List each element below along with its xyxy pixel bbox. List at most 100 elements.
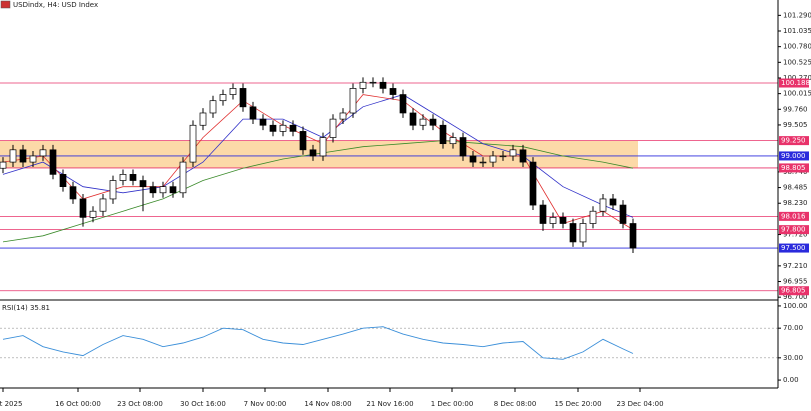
y-tick-label: 0.00 bbox=[783, 376, 799, 384]
rsi-line bbox=[2, 326, 634, 360]
level-badge bbox=[779, 151, 809, 161]
y-tick-label: 97.720 bbox=[783, 231, 808, 239]
candle-body bbox=[189, 124, 197, 163]
y-tick-label: 30.00 bbox=[783, 354, 803, 362]
symbol-header: USDindx, H4: USD Index bbox=[13, 1, 98, 9]
candle-body bbox=[539, 204, 547, 224]
candle-body bbox=[519, 149, 527, 163]
candle-body bbox=[569, 223, 577, 243]
candle-body bbox=[159, 186, 167, 194]
candle-body bbox=[179, 161, 187, 194]
candle-body bbox=[349, 88, 357, 114]
level-label: 96.805 bbox=[781, 287, 806, 295]
candle-body bbox=[49, 149, 57, 175]
y-tick-label: 98.485 bbox=[783, 184, 808, 192]
candle-body bbox=[29, 155, 37, 163]
x-tick-label: 23 Oct 08:00 bbox=[117, 400, 163, 408]
candle-body bbox=[469, 155, 477, 163]
candle-body bbox=[629, 223, 637, 249]
level-label: 100.188 bbox=[781, 79, 810, 87]
level-badge bbox=[779, 163, 809, 173]
candle-body bbox=[449, 137, 457, 145]
candle-body bbox=[319, 137, 327, 157]
candle-body bbox=[9, 149, 17, 163]
candle-body bbox=[19, 149, 27, 163]
candle-body bbox=[489, 155, 497, 163]
x-tick-label: 1 Dec 00:00 bbox=[431, 400, 474, 408]
level-badge bbox=[779, 78, 809, 88]
candle-body bbox=[409, 112, 417, 126]
candle-body bbox=[329, 118, 337, 138]
x-tick-label: 23 Dec 04:00 bbox=[616, 400, 663, 408]
y-tick-label: 98.230 bbox=[783, 199, 808, 207]
y-tick-label: 100.525 bbox=[783, 58, 811, 66]
level-label: 97.800 bbox=[781, 226, 806, 234]
candle-body bbox=[609, 198, 617, 206]
x-tick-label: 16 Oct 00:00 bbox=[55, 400, 101, 408]
candle-body bbox=[419, 118, 427, 126]
x-tick-label: 7 Nov 00:00 bbox=[244, 400, 287, 408]
level-badge bbox=[779, 243, 809, 253]
x-tick-label: 15 Dec 20:00 bbox=[554, 400, 601, 408]
candle-body bbox=[249, 106, 257, 120]
candle-body bbox=[299, 131, 307, 151]
level-label: 99.250 bbox=[781, 137, 806, 145]
level-badge bbox=[779, 286, 809, 296]
candle-body bbox=[309, 149, 317, 157]
candle-body bbox=[209, 100, 217, 114]
candle-body bbox=[59, 174, 67, 188]
candle-body bbox=[229, 88, 237, 95]
candle-body bbox=[79, 198, 87, 218]
y-tick-label: 101.290 bbox=[783, 11, 811, 19]
candle-body bbox=[399, 94, 407, 114]
y-tick-label: 96.700 bbox=[783, 293, 808, 301]
y-tick-label: 101.035 bbox=[783, 27, 811, 35]
candle-body bbox=[439, 124, 447, 145]
candle-body bbox=[109, 180, 117, 200]
y-tick-label: 70.00 bbox=[783, 324, 803, 332]
candle-body bbox=[69, 186, 77, 200]
candle-body bbox=[619, 204, 627, 224]
y-tick-label: 99.505 bbox=[783, 121, 808, 129]
candle-body bbox=[509, 149, 517, 157]
x-tick-label: 14 Nov 08:00 bbox=[304, 400, 351, 408]
level-label: 98.805 bbox=[781, 164, 806, 172]
candle-body bbox=[129, 174, 137, 181]
x-tick-label: 8 Dec 08:00 bbox=[494, 400, 537, 408]
candle-body bbox=[119, 174, 127, 181]
candle-body bbox=[139, 180, 147, 188]
candle-body bbox=[99, 198, 107, 212]
candle-body bbox=[359, 81, 367, 89]
candle-body bbox=[199, 112, 207, 126]
x-tick-label: 21 Nov 16:00 bbox=[366, 400, 413, 408]
y-tick-label: 100.00 bbox=[783, 302, 808, 310]
y-tick-label: 99.760 bbox=[783, 105, 808, 113]
y-tick-label: 100.015 bbox=[783, 90, 811, 98]
candle-body bbox=[499, 155, 507, 158]
candle-body bbox=[549, 217, 557, 224]
candle-body bbox=[339, 112, 347, 120]
level-badge bbox=[779, 225, 809, 235]
candle-body bbox=[169, 186, 177, 194]
symbol-icon bbox=[0, 0, 11, 9]
x-tick-label: 9 Oct 2025 bbox=[0, 400, 22, 408]
candle-body bbox=[289, 124, 297, 132]
y-tick-label: 97.210 bbox=[783, 262, 808, 270]
candle-body bbox=[599, 198, 607, 212]
y-tick-label: 100.780 bbox=[783, 43, 811, 51]
candle-body bbox=[389, 88, 397, 95]
candle-body bbox=[429, 118, 437, 126]
level-badge bbox=[779, 211, 809, 221]
y-tick-label: 96.955 bbox=[783, 278, 808, 286]
level-label: 97.500 bbox=[781, 244, 806, 252]
candle-body bbox=[529, 161, 537, 206]
level-label: 98.016 bbox=[781, 212, 806, 220]
candle-body bbox=[239, 88, 247, 108]
candle-body bbox=[279, 124, 287, 132]
candle-body bbox=[89, 210, 97, 218]
candle-body bbox=[459, 137, 467, 157]
supply-zone bbox=[0, 140, 638, 168]
candle-body bbox=[39, 149, 47, 157]
